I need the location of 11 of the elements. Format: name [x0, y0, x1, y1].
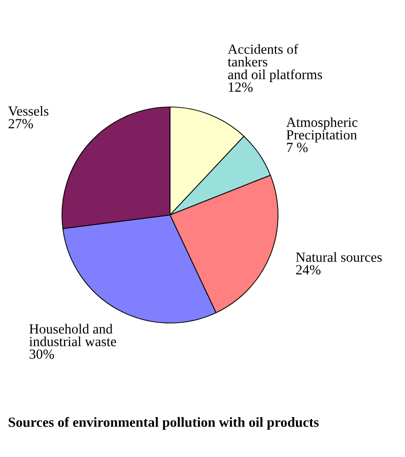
data-label: 27%	[8, 118, 33, 128]
slice-label: Household and industrial waste	[29, 324, 116, 346]
text: Sources of environmental pollution with oil products	[8, 417, 319, 430]
slice-label: Accidents of tankers and oil platforms	[228, 44, 322, 82]
slice-label: Vessels	[8, 106, 48, 116]
data-label: 12%	[228, 82, 253, 92]
slice-label: Atmospheric Precipitation	[286, 117, 358, 142]
data-label: 30%	[30, 349, 54, 359]
data-label: 24%	[296, 265, 321, 275]
data-label: 7 %	[287, 142, 308, 152]
slice-label: Natural sources	[296, 252, 382, 262]
